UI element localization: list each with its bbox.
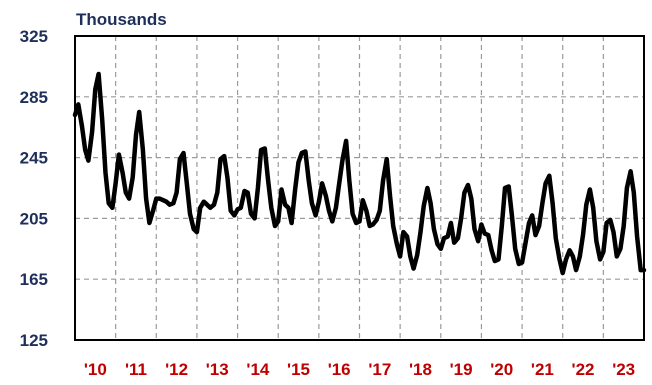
x-axis-ticks: '10 '11 '12 '13 '14 '15 '16 '17 '18 '19 '20 '21 '22 '… — [84, 360, 635, 379]
x-tick-label: '20 — [490, 360, 513, 379]
y-tick-label: 285 — [20, 88, 48, 107]
x-tick-label: '23 — [612, 360, 635, 379]
plot-frame — [74, 35, 645, 341]
x-tick-label: '11 — [125, 360, 147, 379]
y-tick-label: 245 — [20, 149, 48, 168]
x-tick-label: '14 — [246, 360, 269, 379]
y-axis-ticks: 325 285 245 205 165 125 — [20, 27, 48, 350]
x-tick-label: '13 — [206, 360, 229, 379]
x-tick-label: '15 — [287, 360, 310, 379]
y-tick-label: 325 — [20, 27, 48, 46]
x-tick-label: '22 — [572, 360, 595, 379]
x-tick-label: '17 — [368, 360, 391, 379]
y-tick-label: 125 — [20, 331, 48, 350]
gridlines — [75, 36, 644, 340]
x-tick-label: '18 — [409, 360, 432, 379]
x-tick-label: '19 — [450, 360, 473, 379]
series-line — [72, 71, 647, 276]
x-tick-label: '12 — [165, 360, 188, 379]
x-tick-label: '21 — [531, 360, 554, 379]
y-axis-unit-label: Thousands — [76, 10, 167, 29]
y-tick-label: 165 — [20, 270, 48, 289]
y-tick-label: 205 — [20, 209, 48, 228]
series-line-layer — [72, 71, 647, 276]
x-tick-label: '16 — [328, 360, 351, 379]
x-tick-label: '10 — [84, 360, 107, 379]
